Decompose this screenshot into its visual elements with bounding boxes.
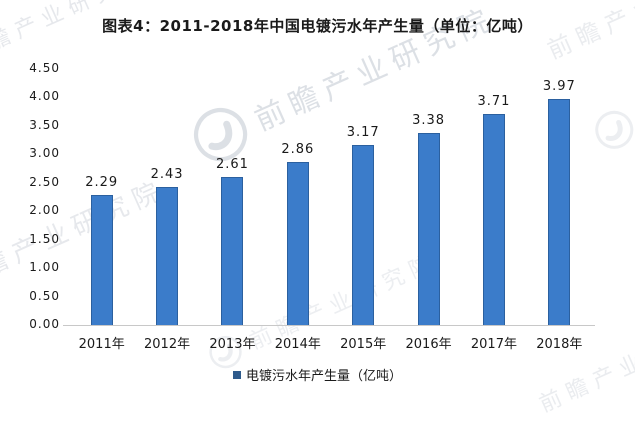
bar-2016年	[417, 133, 440, 325]
bar-value-label: 3.97	[542, 79, 576, 94]
bar-value-label: 2.86	[281, 142, 315, 157]
bar-value-label: 3.71	[477, 94, 511, 109]
y-axis-tick-label: 0.50	[29, 288, 60, 303]
bar-2015年	[352, 145, 375, 325]
y-axis-tick-label: 1.00	[29, 260, 60, 275]
bar-value-label: 2.61	[215, 157, 249, 172]
bar-value-label: 3.17	[346, 125, 380, 140]
x-axis-tick-label: 2012年	[144, 337, 191, 352]
bar-group: 2.86	[265, 60, 330, 325]
bar-value-label: 2.29	[85, 175, 119, 190]
bar-2018年	[548, 99, 571, 325]
legend-label: 电镀污水年产生量（亿吨）	[245, 369, 402, 384]
x-axis-tick-label: 2016年	[405, 337, 452, 352]
bar-value-label: 2.43	[150, 167, 184, 182]
bar-2013年	[221, 177, 244, 325]
y-axis-tick-label: 4.00	[29, 89, 60, 104]
bar-value-label: 3.38	[412, 113, 446, 128]
bar-2017年	[482, 114, 505, 325]
x-axis-tick-label: 2013年	[209, 337, 256, 352]
bar-2014年	[286, 162, 309, 325]
bar-group: 3.71	[461, 60, 526, 325]
x-axis-tick-label: 2011年	[78, 337, 125, 352]
x-axis-tick-label: 2018年	[536, 337, 583, 352]
bar-2011年	[90, 195, 113, 325]
y-axis-tick-label: 2.00	[29, 203, 60, 218]
qianzhan-swirl-logo-icon	[595, 110, 634, 149]
x-axis-tick-label: 2015年	[340, 337, 387, 352]
bar-group: 2.29	[69, 60, 134, 325]
y-axis-tick-label: 3.50	[29, 117, 60, 132]
bar-2012年	[156, 187, 179, 325]
chart-title: 图表4：2011-2018年中国电镀污水年产生量（单位：亿吨）	[102, 17, 533, 35]
plot-area: 2.29 2.43 2.61 2.86 3.17 3.38 3.71 3.97	[69, 60, 592, 325]
legend-marker-icon	[232, 370, 241, 379]
x-axis-tick-label: 2014年	[274, 337, 321, 352]
y-axis-tick-label: 4.50	[29, 61, 60, 75]
y-axis-tick-label: 0.00	[29, 317, 60, 331]
bar-group: 2.61	[200, 60, 265, 325]
y-axis-tick-label: 3.00	[29, 146, 60, 161]
bar-group: 3.38	[396, 60, 461, 325]
watermark	[588, 103, 635, 156]
legend: 电镀污水年产生量（亿吨）	[0, 365, 635, 384]
bar-group: 3.97	[527, 60, 592, 325]
y-axis-tick-label: 2.50	[29, 174, 60, 189]
x-axis: 2011年 2012年 2013年 2014年 2015年 2016年 2017年 2018年	[69, 333, 592, 352]
x-axis-tick-label: 2017年	[470, 337, 517, 352]
x-axis-line	[63, 325, 595, 326]
bar-group: 3.17	[331, 60, 396, 325]
bar-group: 2.43	[134, 60, 199, 325]
y-axis-tick-label: 1.50	[29, 231, 60, 246]
